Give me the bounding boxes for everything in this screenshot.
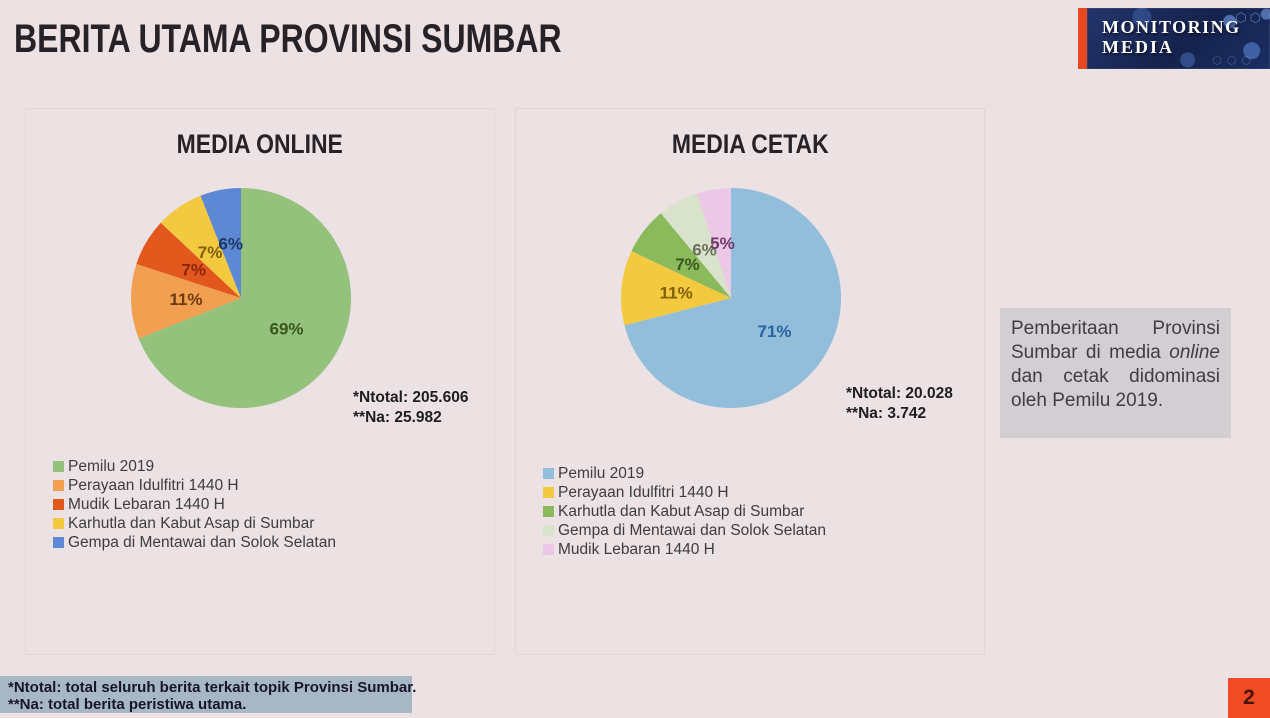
- legend-item: Perayaan Idulfitri 1440 H: [543, 484, 826, 503]
- page-title-text: BERITA UTAMA PROVINSI SUMBAR: [14, 17, 562, 61]
- pie-slice: [631, 213, 731, 298]
- summary-note-box: Pemberitaan Provinsi Sumbar di media onl…: [1000, 308, 1231, 438]
- panel-media-online: MEDIA ONLINE 69% 11% 7% 7% 6% *Ntotal: 205.6…: [25, 108, 495, 655]
- legend-swatch: [543, 544, 554, 555]
- pie-percent-label: 7%: [675, 255, 700, 274]
- legend-item: Karhutla dan Kabut Asap di Sumbar: [53, 515, 336, 534]
- ntotal-note: *Ntotal: 20.028: [846, 385, 953, 402]
- pie-chart-media-cetak: 71% 11% 7%6%5%: [621, 188, 842, 408]
- legend-label: Pemilu 2019: [558, 465, 645, 482]
- pie-slice: [660, 193, 731, 298]
- legend-label: Perayaan Idulfitri 1440 H: [68, 477, 239, 494]
- pie-slice: [136, 222, 241, 298]
- legend-media-online: Pemilu 2019 Perayaan Idulfitri 1440 H Mudi…: [53, 458, 336, 553]
- legend-swatch: [53, 499, 64, 510]
- ntotal-note: *Ntotal: 205.606: [353, 389, 469, 406]
- chart-title: MEDIA ONLINE: [176, 129, 344, 159]
- legend-label: Karhutla dan Kabut Asap di Sumbar: [68, 515, 315, 532]
- page-number: 2: [1243, 686, 1255, 709]
- na-note: **Na: 3.742: [846, 405, 927, 422]
- pie-percent-label: 11%: [169, 290, 202, 309]
- summary-italic: online: [1169, 342, 1220, 363]
- legend-item: Pemilu 2019: [53, 458, 336, 477]
- legend-swatch: [543, 487, 554, 498]
- page-number-badge: 2: [1228, 678, 1270, 718]
- na-note: **Na: 25.982: [353, 409, 442, 426]
- logo-line2: MEDIA: [1102, 37, 1174, 57]
- legend-label: Karhutla dan Kabut Asap di Sumbar: [558, 503, 805, 520]
- monitoring-media-logo: ⬡⬡ MONITORING MEDIA ⬡⬡⬡: [1078, 8, 1270, 69]
- chart-notes: *Ntotal: 205.606 **Na: 25.982: [353, 388, 493, 428]
- pie-percent-label: 6%: [218, 235, 243, 254]
- chart-title: MEDIA CETAK: [671, 129, 829, 159]
- hexagon-pattern-icon: ⬡⬡⬡: [1212, 55, 1256, 67]
- pie-slice: [200, 188, 241, 298]
- pie-percent-label: 69%: [269, 319, 303, 338]
- legend-item: Mudik Lebaran 1440 H: [53, 496, 336, 515]
- legend-item: Karhutla dan Kabut Asap di Sumbar: [543, 503, 826, 522]
- chart-notes: *Ntotal: 20.028 **Na: 3.742: [846, 384, 986, 424]
- legend-item: Gempa di Mentawai dan Solok Selatan: [543, 522, 826, 541]
- summary-part2: dan cetak didominasi oleh Pemilu 2019.: [1011, 366, 1220, 411]
- legend-item: Perayaan Idulfitri 1440 H: [53, 477, 336, 496]
- legend-swatch: [543, 525, 554, 536]
- legend-item: Mudik Lebaran 1440 H: [543, 541, 826, 560]
- pie-percent-label: 6%: [692, 240, 717, 259]
- legend-label: Mudik Lebaran 1440 H: [558, 541, 715, 558]
- pie-chart-media-online: 69%11%7%7%6%: [130, 188, 351, 408]
- legend-label: Pemilu 2019: [68, 458, 155, 475]
- pie-percent-label: 7%: [181, 261, 206, 280]
- pie-slice: [624, 188, 842, 408]
- legend-swatch: [53, 518, 64, 529]
- legend-swatch: [543, 506, 554, 517]
- logo-text: MONITORING MEDIA: [1102, 17, 1241, 58]
- legend-label: Mudik Lebaran 1440 H: [68, 496, 225, 513]
- pie-slice: [160, 195, 241, 298]
- summary-part1: Pemberitaan Provinsi Sumbar di media: [1011, 318, 1220, 363]
- legend-swatch: [53, 461, 64, 472]
- logo-line1: MONITORING: [1102, 17, 1241, 37]
- legend-swatch: [543, 468, 554, 479]
- pie-slice: [130, 264, 241, 339]
- footnote-box: *Ntotal: total seluruh berita terkait to…: [0, 676, 417, 713]
- pie-slice: [621, 251, 731, 326]
- pie-percent-label: 11%: [660, 283, 693, 302]
- legend-item: Gempa di Mentawai dan Solok Selatan: [53, 534, 336, 553]
- legend-item: Pemilu 2019: [543, 465, 826, 484]
- pie-percent-label: 71%: [757, 322, 791, 341]
- legend-label: Perayaan Idulfitri 1440 H: [558, 484, 729, 501]
- pie-percent-label: 7%: [198, 243, 223, 262]
- footnote-line1: *Ntotal: total seluruh berita terkait to…: [8, 679, 417, 696]
- legend-label: Gempa di Mentawai dan Solok Selatan: [68, 534, 336, 551]
- hexagon-pattern-icon: ⬡⬡: [1235, 10, 1264, 25]
- pie-percent-label: 5%: [710, 234, 735, 253]
- panel-media-cetak: MEDIA CETAK 71% 11% 7% 6% 5% *Ntotal: 20.028…: [515, 108, 985, 655]
- legend-label: Gempa di Mentawai dan Solok Selatan: [558, 522, 826, 539]
- pie-slice: [697, 188, 731, 298]
- pie-slice: [138, 188, 351, 408]
- page-title: BERITA UTAMA PROVINSI SUMBAR: [14, 16, 698, 62]
- footnote-line2: **Na: total berita peristiwa utama.: [8, 696, 247, 713]
- legend-swatch: [53, 480, 64, 491]
- logo-accent-bar: [1078, 8, 1087, 69]
- legend-media-cetak: Pemilu 2019 Perayaan Idulfitri 1440 H Karh…: [543, 465, 826, 560]
- legend-swatch: [53, 537, 64, 548]
